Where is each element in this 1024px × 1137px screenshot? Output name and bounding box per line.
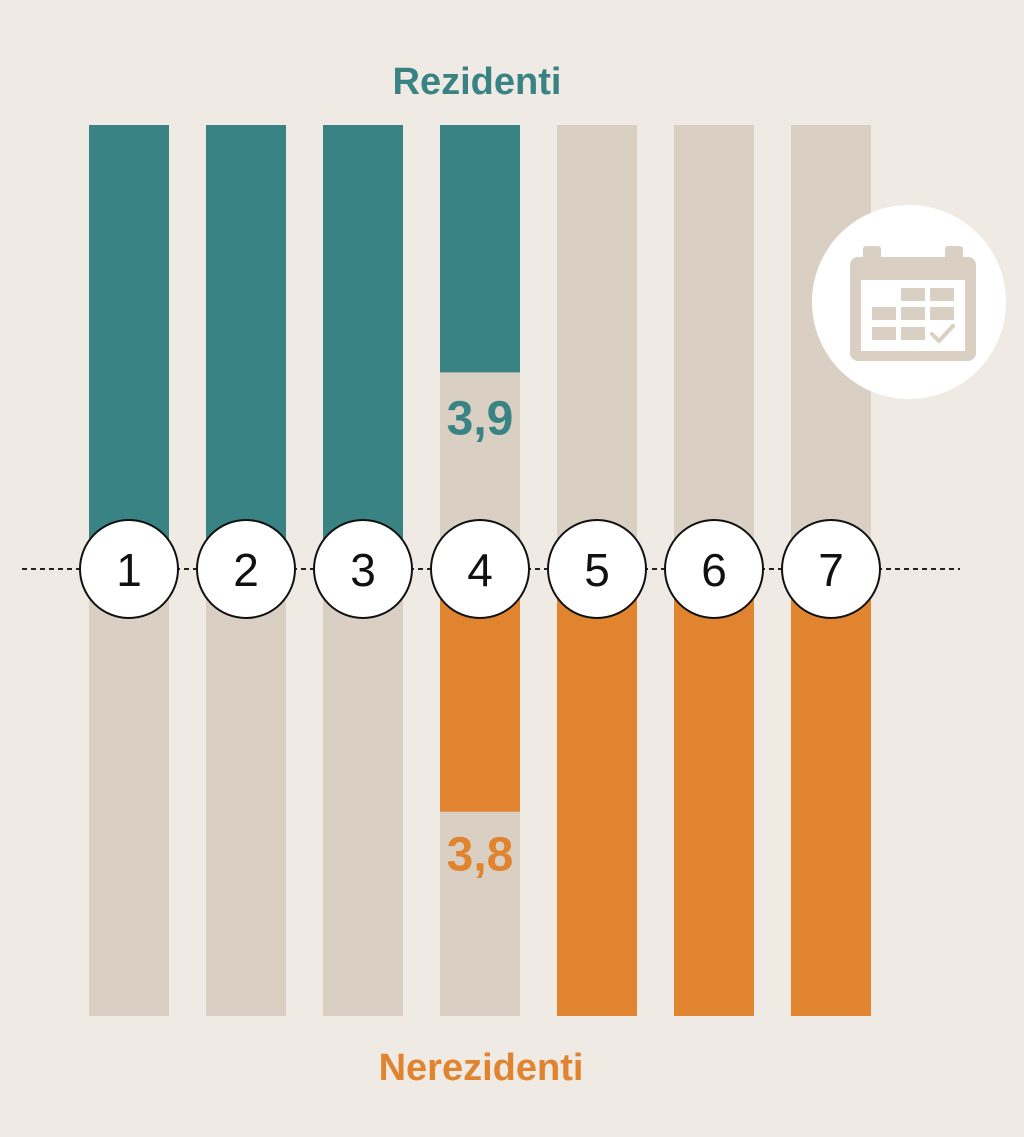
series-label-rezidenti: Rezidenti (393, 61, 562, 103)
category-circle-6 (664, 519, 764, 619)
category-circle-7 (781, 519, 881, 619)
category-label-4: 4 (467, 544, 493, 596)
category-label-5: 5 (584, 544, 610, 596)
bar-nerezidenti-5 (557, 569, 637, 1016)
category-label-3: 3 (350, 544, 376, 596)
category-circle-4 (430, 519, 530, 619)
category-circle-2 (196, 519, 296, 619)
category-markers: 1 2 3 4 5 6 7 (79, 519, 881, 619)
bar-rezidenti-2 (206, 125, 286, 569)
bar-nerezidenti-6 (674, 569, 754, 1016)
category-label-7: 7 (818, 544, 844, 596)
category-circle-3 (313, 519, 413, 619)
bar-rezidenti-1 (89, 125, 169, 569)
series-label-nerezidenti: Nerezidenti (379, 1047, 584, 1089)
bar-nerezidenti-7 (791, 569, 871, 1016)
data-label-nerezidenti-4: 3,8 (447, 829, 514, 882)
category-label-2: 2 (233, 544, 259, 596)
category-circle-1 (79, 519, 179, 619)
category-label-6: 6 (701, 544, 727, 596)
calendar-icon (812, 205, 1006, 399)
category-circle-5 (547, 519, 647, 619)
category-label-1: 1 (116, 544, 142, 596)
bar-rezidenti-4 (440, 125, 520, 373)
bars (89, 125, 871, 1016)
value-labels: 3,9 3,8 (447, 392, 514, 881)
data-label-rezidenti-4: 3,9 (447, 392, 514, 445)
bar-rezidenti-3 (323, 125, 403, 569)
